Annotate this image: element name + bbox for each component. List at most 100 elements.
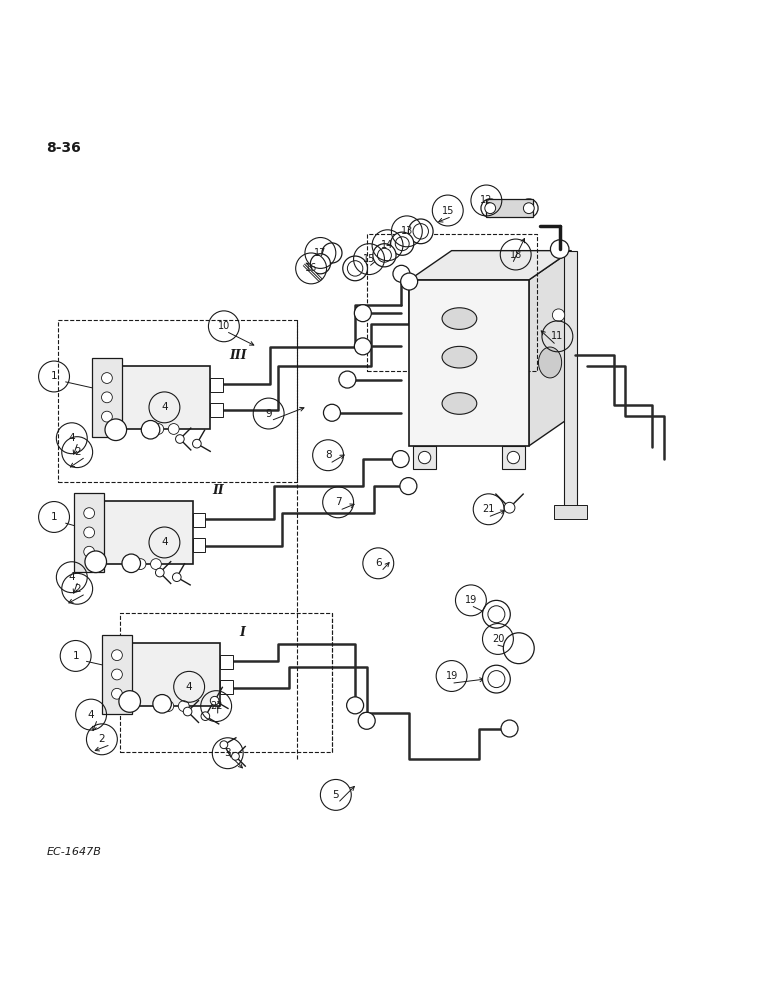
Text: 4: 4 <box>161 402 168 412</box>
Text: 5: 5 <box>333 790 339 800</box>
Text: 4: 4 <box>69 433 75 443</box>
Bar <box>74 493 103 572</box>
Text: 2: 2 <box>74 447 80 457</box>
Circle shape <box>488 671 505 688</box>
Ellipse shape <box>442 308 477 329</box>
Circle shape <box>310 254 330 274</box>
Circle shape <box>153 424 164 434</box>
Text: 10: 10 <box>218 321 230 331</box>
Circle shape <box>192 439 201 448</box>
Circle shape <box>552 309 564 321</box>
Circle shape <box>378 248 391 262</box>
Circle shape <box>102 392 113 403</box>
Circle shape <box>504 502 515 513</box>
Bar <box>103 501 192 564</box>
Circle shape <box>408 219 433 244</box>
Circle shape <box>102 411 113 422</box>
Text: 2: 2 <box>99 734 105 744</box>
Ellipse shape <box>538 347 562 378</box>
Circle shape <box>520 199 538 217</box>
Circle shape <box>323 404 340 421</box>
Circle shape <box>151 559 161 569</box>
Circle shape <box>391 232 414 255</box>
Circle shape <box>122 554 141 573</box>
Bar <box>413 446 436 469</box>
Circle shape <box>488 606 505 623</box>
Circle shape <box>550 240 569 258</box>
Text: II: II <box>212 484 224 497</box>
Text: 8-36: 8-36 <box>46 141 81 155</box>
Text: 8: 8 <box>325 450 331 460</box>
Circle shape <box>482 665 510 693</box>
Text: 18: 18 <box>510 250 522 260</box>
Circle shape <box>175 435 185 443</box>
Circle shape <box>112 688 122 699</box>
Circle shape <box>418 451 431 464</box>
Text: 3: 3 <box>225 748 231 758</box>
Text: 11: 11 <box>551 331 564 341</box>
Circle shape <box>168 424 179 434</box>
Text: 19: 19 <box>445 671 458 681</box>
Ellipse shape <box>442 346 477 368</box>
Circle shape <box>395 237 409 251</box>
Circle shape <box>232 752 239 760</box>
Text: 4: 4 <box>69 572 75 582</box>
Polygon shape <box>529 251 571 446</box>
Circle shape <box>163 701 174 712</box>
Bar <box>92 358 121 437</box>
Bar <box>564 251 577 508</box>
Circle shape <box>210 696 219 705</box>
Bar <box>409 280 529 446</box>
Bar <box>502 446 525 469</box>
Bar <box>210 378 222 392</box>
Circle shape <box>393 265 410 282</box>
Bar <box>221 680 233 694</box>
Circle shape <box>183 707 192 716</box>
Bar <box>131 643 221 706</box>
Circle shape <box>112 650 122 661</box>
Circle shape <box>322 243 342 263</box>
Ellipse shape <box>442 393 477 414</box>
Circle shape <box>201 712 210 720</box>
Circle shape <box>102 373 113 383</box>
Text: 16: 16 <box>305 263 317 273</box>
Text: 14: 14 <box>381 240 394 250</box>
Text: 20: 20 <box>492 634 504 644</box>
Polygon shape <box>409 251 571 280</box>
Text: 4: 4 <box>88 710 94 720</box>
Text: 1: 1 <box>51 371 57 381</box>
Circle shape <box>135 559 146 569</box>
Text: 19: 19 <box>465 595 477 605</box>
Text: 9: 9 <box>266 409 272 419</box>
Circle shape <box>343 256 367 281</box>
Circle shape <box>482 600 510 628</box>
Circle shape <box>354 305 371 322</box>
Circle shape <box>354 338 371 355</box>
Text: 6: 6 <box>375 558 381 568</box>
Circle shape <box>485 203 496 214</box>
Text: 17: 17 <box>314 248 327 258</box>
Circle shape <box>358 712 375 729</box>
Circle shape <box>481 199 499 217</box>
Text: 12: 12 <box>480 195 493 205</box>
Bar <box>192 538 205 552</box>
Circle shape <box>172 573 181 582</box>
Bar <box>122 366 210 429</box>
Text: 1: 1 <box>51 512 57 522</box>
Bar <box>221 655 233 669</box>
Circle shape <box>347 697 364 714</box>
Text: 1: 1 <box>73 651 79 661</box>
Bar <box>210 403 222 417</box>
Circle shape <box>507 451 520 464</box>
Circle shape <box>85 551 107 573</box>
Circle shape <box>392 451 409 468</box>
Text: 13: 13 <box>401 226 413 236</box>
Text: 22: 22 <box>210 701 222 711</box>
Text: III: III <box>230 349 247 362</box>
Text: 15: 15 <box>442 206 454 216</box>
Text: 2: 2 <box>74 584 80 594</box>
Bar <box>102 635 131 714</box>
Circle shape <box>400 478 417 495</box>
Circle shape <box>105 419 127 441</box>
Text: 21: 21 <box>482 504 495 514</box>
